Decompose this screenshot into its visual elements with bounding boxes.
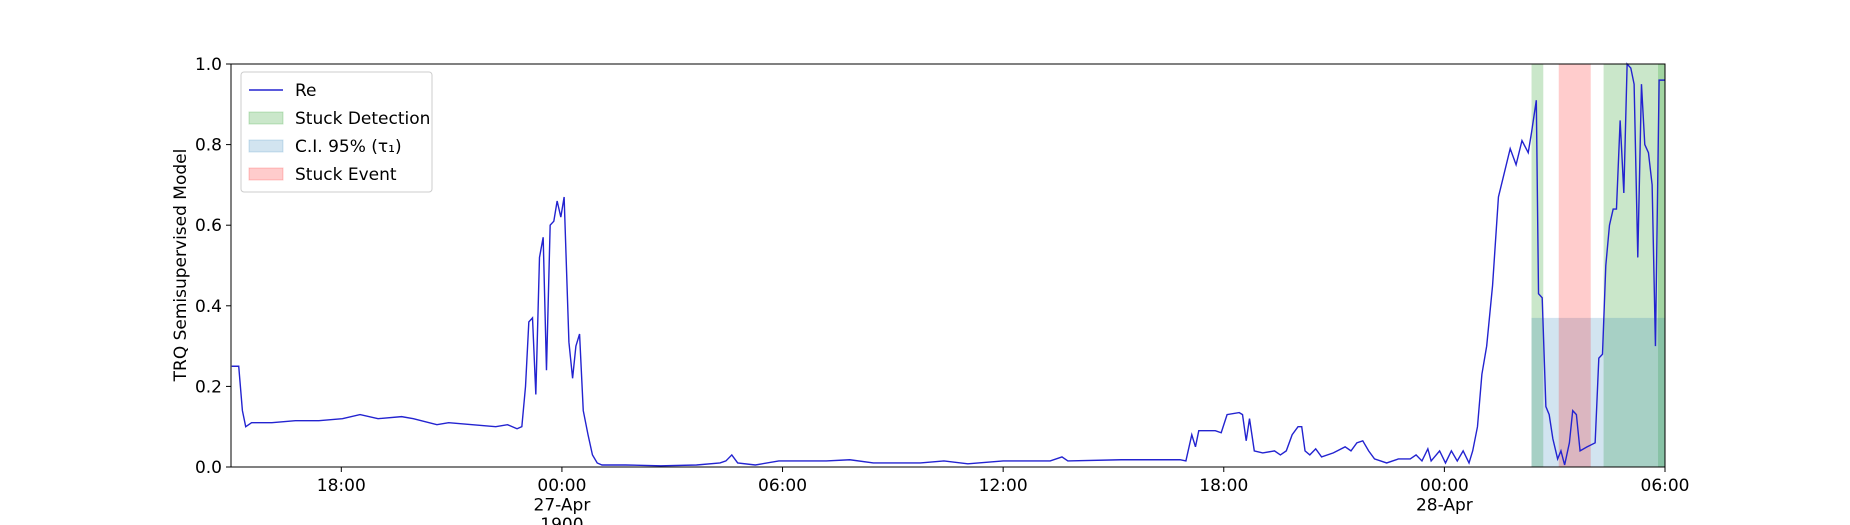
- y-tick-label: 0.8: [195, 136, 222, 156]
- legend-patch: [248, 139, 284, 153]
- x-tick-label: 06:00: [758, 476, 807, 496]
- x-tick-label: 06:00: [1641, 476, 1690, 496]
- y-tick-label: 0.4: [195, 297, 222, 317]
- x-tick-label: 18:00: [1199, 476, 1248, 496]
- span: [1531, 64, 1544, 467]
- y-tick-label: 1.0: [195, 55, 222, 75]
- legend: Re Stuck Detection C.I. 95% (τ₁) Stuck Even…: [240, 71, 433, 193]
- legend-label: Stuck Detection: [295, 109, 430, 129]
- legend-label: Stuck Event: [295, 165, 397, 185]
- legend-patch: [248, 167, 284, 181]
- x-tick-label: 00:00 28-Apr: [1416, 476, 1473, 516]
- span: [1558, 64, 1591, 467]
- y-tick-label: 0.0: [195, 458, 222, 478]
- x-tick-label: 12:00: [979, 476, 1028, 496]
- span: [1531, 317, 1665, 467]
- legend-box: [240, 71, 433, 193]
- y-tick-label: 0.6: [195, 216, 222, 236]
- x-tick-label: 18:00: [317, 476, 366, 496]
- legend-patch: [248, 111, 284, 125]
- legend-label: C.I. 95% (τ₁): [295, 137, 402, 157]
- span: [1603, 64, 1665, 467]
- y-tick-label: 0.2: [195, 377, 222, 397]
- line: [231, 62, 1665, 467]
- legend-label: Re: [295, 81, 317, 101]
- plot-frame: [230, 63, 1666, 468]
- span: [1658, 64, 1665, 467]
- y-axis-label: TRQ Semisupervised Model: [171, 149, 191, 383]
